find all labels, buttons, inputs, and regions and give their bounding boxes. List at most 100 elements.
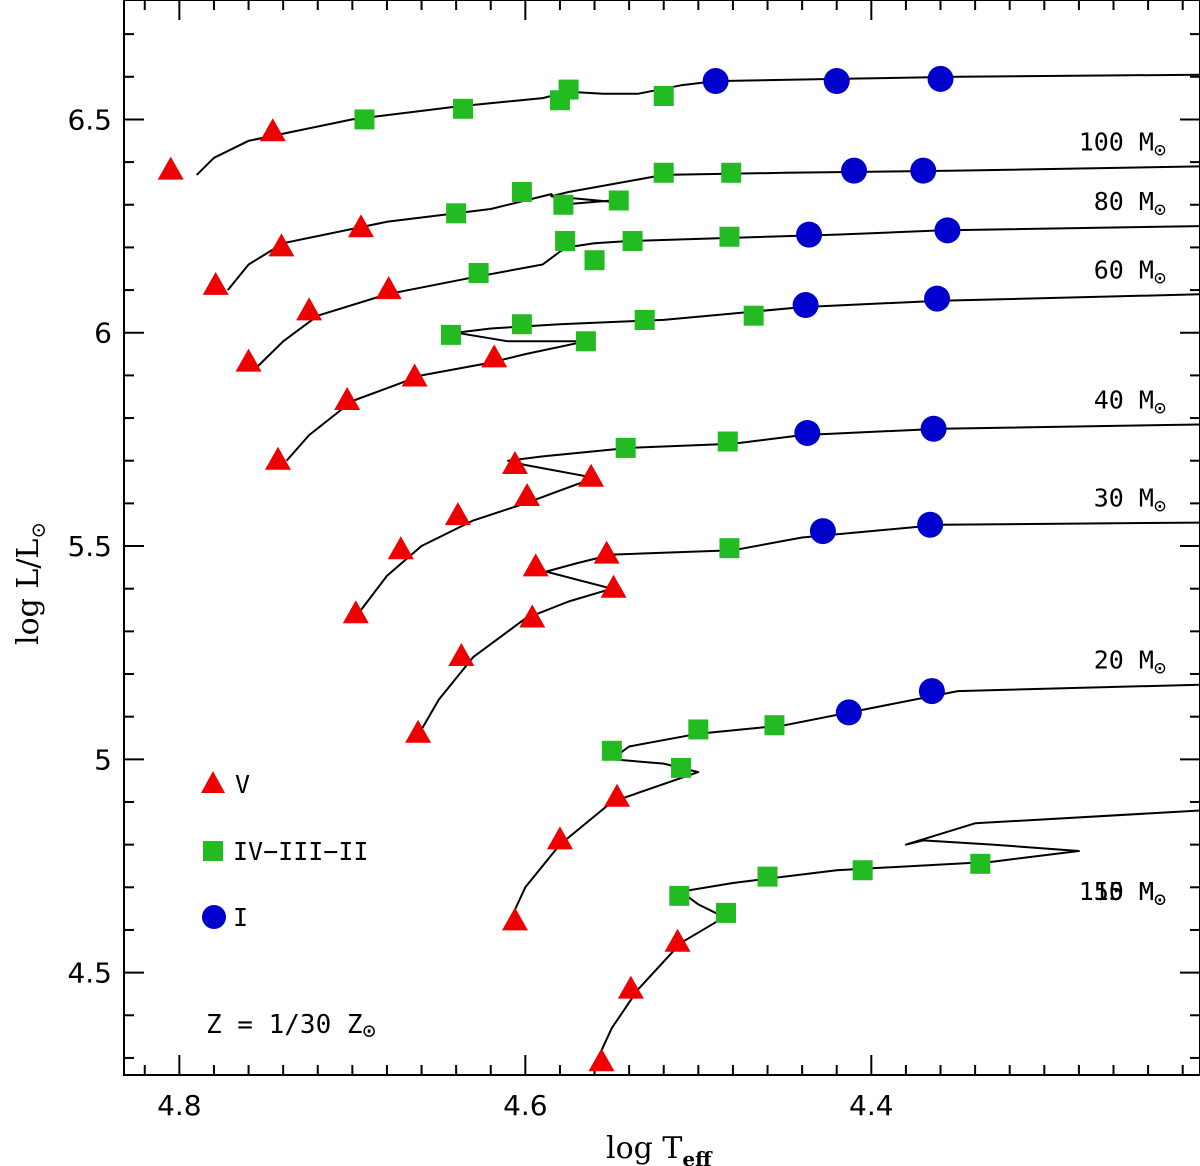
point-square-giant [446, 203, 467, 224]
point-square-giant [634, 309, 655, 330]
point-square-giant [555, 231, 576, 252]
point-triangle-v [342, 600, 369, 624]
point-triangle-v [157, 156, 184, 180]
point-square-giant [719, 538, 740, 559]
point-square-giant [653, 162, 674, 183]
point-square-giant [615, 437, 636, 458]
point-square-giant [653, 85, 674, 106]
track-label-100-m: 100 M⊙ [1079, 127, 1166, 161]
point-square-giant [764, 715, 785, 736]
point-triangle-v [334, 386, 361, 410]
point-circle-supergiant [934, 217, 961, 244]
point-square-giant [468, 263, 489, 284]
legend-label-i: I [233, 903, 248, 932]
track-150-m-line [195, 73, 1200, 176]
plot-frame [123, 0, 1200, 1076]
point-square-giant [584, 250, 605, 271]
track-label-15-m: 15 M⊙ [1094, 877, 1166, 911]
point-triangle-v [600, 574, 627, 598]
track-label-150-m: 150 M⊙ [1079, 877, 1166, 911]
point-triangle-v [268, 233, 295, 257]
point-triangle-v [481, 344, 508, 368]
track-40-m-line [360, 423, 1200, 611]
point-square-giant [354, 109, 375, 130]
point-square-giant [440, 324, 461, 345]
x-axis-title: log Teff [606, 1131, 713, 1166]
track-30-m-line [420, 521, 1200, 731]
y-tick-label: 6.5 [67, 103, 112, 136]
track-label-40-m: 40 M⊙ [1094, 385, 1166, 419]
point-triangle-v [405, 719, 432, 743]
point-triangle-v [593, 540, 620, 564]
legend-circle-marker [202, 905, 226, 929]
point-square-giant [511, 181, 532, 202]
track-60-m-line [285, 293, 1200, 462]
point-square-giant [669, 885, 690, 906]
point-triangle-v [401, 363, 428, 387]
point-square-giant [575, 331, 596, 352]
point-circle-supergiant [792, 292, 819, 319]
point-triangle-v [588, 1048, 615, 1072]
point-circle-supergiant [809, 518, 836, 545]
x-tick-label: 4.4 [849, 1089, 894, 1122]
point-square-giant [743, 305, 764, 326]
x-tick-label: 4.6 [503, 1089, 548, 1122]
point-square-giant [716, 902, 737, 923]
point-square-giant [453, 98, 474, 119]
legend-triangle-marker [201, 771, 225, 793]
data-points [157, 65, 991, 1072]
point-triangle-v [522, 553, 549, 577]
point-triangle-v [259, 118, 286, 142]
legend: V IV−III−II I [201, 770, 368, 932]
y-tick-label: 6 [94, 317, 112, 350]
point-circle-supergiant [835, 699, 862, 726]
point-square-giant [608, 190, 629, 211]
point-circle-supergiant [910, 157, 937, 184]
point-circle-supergiant [917, 511, 944, 538]
y-tick-label: 5.5 [67, 530, 112, 563]
point-triangle-v [347, 214, 374, 238]
track-label-60-m: 60 M⊙ [1094, 255, 1166, 289]
metallicity-annotation: Z = 1/30 Z⊙ [206, 1010, 376, 1044]
point-triangle-v [296, 297, 323, 321]
point-square-giant [757, 866, 778, 887]
track-label-20-m: 20 M⊙ [1094, 646, 1166, 680]
track-label-30-m: 30 M⊙ [1094, 484, 1166, 518]
point-circle-supergiant [927, 65, 954, 92]
point-circle-supergiant [841, 157, 868, 184]
point-circle-supergiant [796, 221, 823, 248]
axis-ticks: 4.8 4.6 4.4 4.5 5 5.5 6 6.5 [67, 0, 1200, 1122]
point-square-giant [622, 231, 643, 252]
point-triangle-v [448, 642, 475, 666]
legend-label-giants: IV−III−II [233, 837, 368, 866]
point-triangle-v [514, 482, 541, 506]
point-triangle-v [375, 276, 402, 300]
point-circle-supergiant [924, 285, 951, 312]
point-triangle-v [501, 450, 528, 474]
point-square-giant [558, 79, 579, 100]
point-triangle-v [387, 536, 414, 560]
point-square-giant [511, 314, 532, 335]
y-axis-title: log L/L⊙ [11, 522, 50, 645]
x-tick-label: 4.8 [157, 1089, 202, 1122]
point-square-giant [852, 860, 873, 881]
point-square-giant [717, 431, 738, 452]
point-triangle-v [664, 928, 691, 952]
track-15-m-line [597, 809, 1200, 1059]
point-triangle-v [202, 271, 229, 295]
point-square-giant [553, 194, 574, 215]
point-circle-supergiant [920, 415, 947, 442]
point-square-giant [671, 757, 692, 778]
point-circle-supergiant [702, 68, 729, 95]
evolutionary-tracks: 150 M⊙ 100 M⊙ 80 M⊙ 60 M⊙ 40 M⊙ 30 M⊙ 20 M⊙ 15 … [195, 73, 1200, 1059]
point-circle-supergiant [918, 678, 945, 705]
point-triangle-v [444, 502, 471, 526]
point-triangle-v [519, 604, 546, 628]
y-tick-label: 4.5 [67, 957, 112, 990]
point-square-giant [970, 853, 991, 874]
point-square-giant [688, 719, 709, 740]
point-triangle-v [235, 348, 262, 372]
track-label-80-m: 80 M⊙ [1094, 187, 1166, 221]
point-square-giant [601, 740, 622, 761]
